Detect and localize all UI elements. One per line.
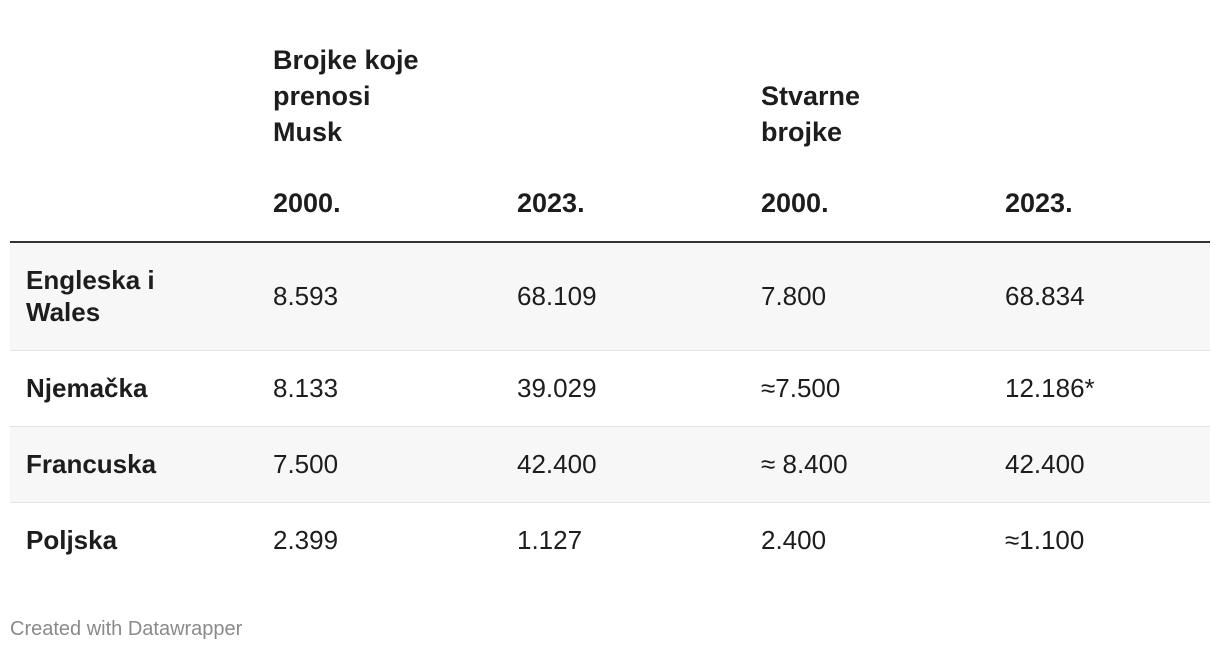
table-cell: 12.186* <box>1005 350 1210 427</box>
row-label-text: Poljska <box>26 525 118 556</box>
table-cell: 7.500 <box>273 426 517 503</box>
table-row: Francuska 7.500 42.400 ≈ 8.400 42.400 <box>10 426 1210 503</box>
column-header-row: 2000. 2023. 2000. 2023. <box>10 170 1210 243</box>
row-label-text: Francuska <box>26 449 157 479</box>
column-group-header-row: Brojke koje prenosi Musk Stvarne brojke <box>10 0 1210 170</box>
table-cell: 42.400 <box>517 426 761 503</box>
table-row: Poljska 2.399 1.127 2.400 ≈1.100 <box>10 502 1210 578</box>
column-header-musk-2023: 2023. <box>517 170 761 243</box>
footer-credit[interactable]: Created with Datawrapper <box>10 618 243 640</box>
table-cell: 68.834 <box>1005 242 1210 351</box>
row-label-text: Njemačka <box>26 373 148 403</box>
table-cell: ≈7.500 <box>761 350 1005 427</box>
column-group-title: Brojke koje prenosi Musk <box>273 45 419 147</box>
data-table: Brojke koje prenosi Musk Stvarne brojke … <box>10 0 1210 578</box>
table-cell: 8.133 <box>273 350 517 427</box>
row-label-text: Engleska i Wales <box>26 265 155 328</box>
table-cell: 39.029 <box>517 350 761 427</box>
table-cell: 68.109 <box>517 242 761 351</box>
table-cell: 2.400 <box>761 502 1005 578</box>
column-group-header-musk: Brojke koje prenosi Musk <box>273 0 761 170</box>
table-cell: ≈ 8.400 <box>761 426 1005 503</box>
table-cell: ≈1.100 <box>1005 502 1210 578</box>
column-group-header-actual: Stvarne brojke <box>761 0 1210 170</box>
row-label: Njemačka <box>10 350 273 427</box>
column-header-label <box>10 170 273 243</box>
table-row: Engleska i Wales 8.593 68.109 7.800 68.8… <box>10 242 1210 351</box>
table-row: Njemačka 8.133 39.029 ≈7.500 12.186* <box>10 350 1210 427</box>
table-cell: 7.800 <box>761 242 1005 351</box>
column-group-header-empty <box>10 0 273 170</box>
column-header-actual-2023: 2023. <box>1005 170 1210 243</box>
table-cell: 8.593 <box>273 242 517 351</box>
column-group-title: Stvarne brojke <box>761 81 861 147</box>
data-table-container: Brojke koje prenosi Musk Stvarne brojke … <box>10 0 1210 578</box>
column-header-actual-2000: 2000. <box>761 170 1005 243</box>
row-label: Engleska i Wales <box>10 242 273 351</box>
row-label: Poljska <box>10 502 273 578</box>
table-cell: 2.399 <box>273 502 517 578</box>
column-header-musk-2000: 2000. <box>273 170 517 243</box>
table-cell: 1.127 <box>517 502 761 578</box>
row-label: Francuska <box>10 426 273 503</box>
table-cell: 42.400 <box>1005 426 1210 503</box>
